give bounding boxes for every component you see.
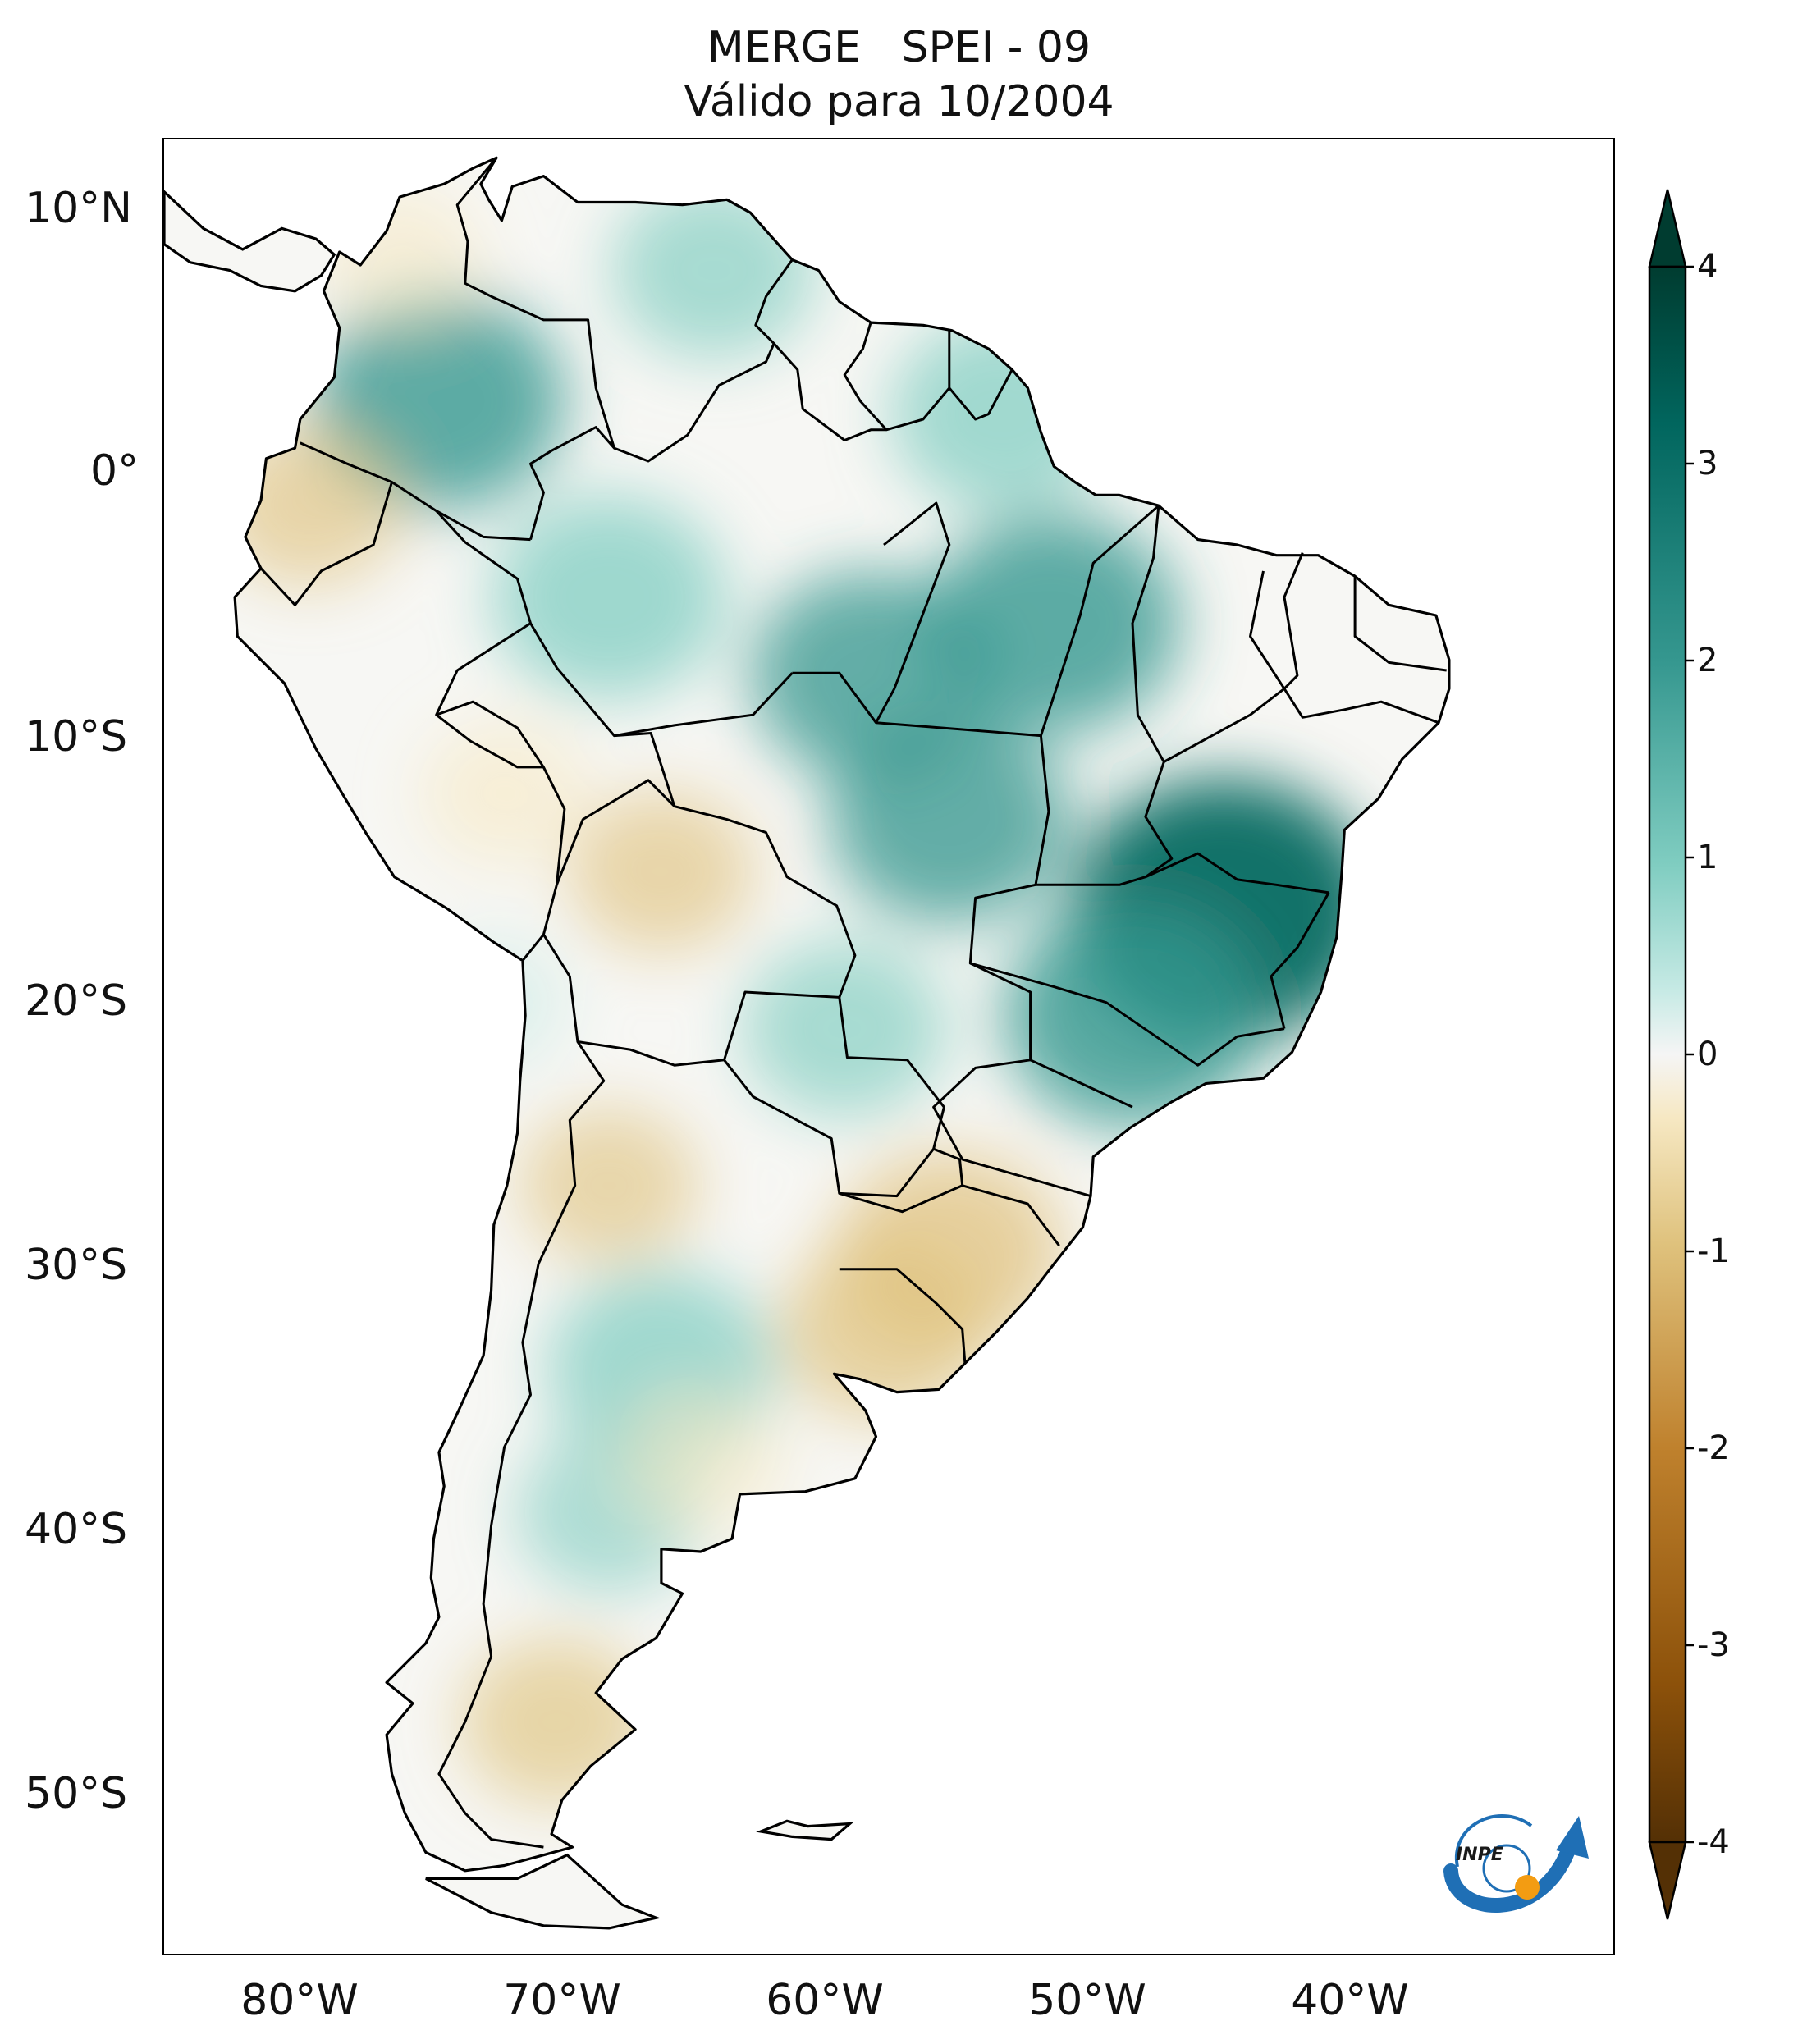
border-line — [1145, 852, 1329, 894]
lon-label-40w: 40°W — [1291, 1976, 1409, 2025]
border-line — [1039, 505, 1160, 737]
anomaly-blob — [890, 318, 1113, 511]
border-line — [1283, 688, 1439, 725]
map-plot-area — [162, 138, 1615, 1955]
border-line — [614, 672, 794, 738]
colorbar — [1648, 189, 1694, 1920]
border-line — [1270, 892, 1330, 1029]
lon-label-60w: 60°W — [766, 1976, 884, 2025]
anomaly-blob — [519, 1107, 699, 1264]
border-line — [437, 934, 606, 1849]
lat-label-50s: 50°S — [25, 1769, 128, 1818]
coastline — [233, 156, 1451, 1873]
border-line — [843, 322, 951, 432]
lon-label-70w: 70°W — [503, 1976, 621, 2025]
colorbar-tick-label: -2 — [1697, 1429, 1730, 1467]
border-line — [969, 962, 1285, 1067]
tierra-del-fuego — [425, 1853, 661, 1930]
border-line — [1036, 505, 1174, 886]
border-line — [839, 1147, 964, 1214]
border-line — [259, 482, 393, 606]
border-line — [948, 368, 1013, 421]
lat-label-10s: 10°S — [25, 712, 128, 761]
colorbar-extend-max — [1648, 189, 1687, 268]
border-line — [1353, 576, 1447, 672]
lat-label-0: 0° — [90, 446, 140, 496]
anomaly-blob — [829, 715, 1070, 924]
colorbar-tick-label: -4 — [1697, 1823, 1730, 1861]
anomaly-blob — [779, 1237, 989, 1421]
colorbar-tick-label: -3 — [1697, 1626, 1730, 1664]
colorbar-tick-label: 4 — [1697, 248, 1718, 286]
anomaly-blob — [416, 937, 566, 1068]
central-america — [164, 190, 336, 293]
south-america-map — [164, 156, 1451, 1930]
anomaly-blob — [318, 186, 481, 328]
colorbar-tick-label: 0 — [1697, 1036, 1718, 1073]
border-line — [875, 501, 951, 724]
map-subtitle: Válido para 10/2004 — [684, 77, 1114, 126]
country-state-borders — [259, 157, 1447, 1849]
colorbar-tick-label: -1 — [1697, 1232, 1730, 1270]
border-line — [436, 700, 545, 768]
lat-label-40s: 40°S — [25, 1505, 128, 1554]
falkland-islands — [756, 1819, 854, 1841]
lon-label-80w: 80°W — [240, 1976, 359, 2025]
colorbar-tick-label: 2 — [1697, 642, 1718, 679]
inpe-logo: INPE — [1443, 1814, 1589, 1914]
border-line — [772, 342, 887, 441]
inpe-logo-text: INPE — [1456, 1845, 1503, 1865]
border-line — [839, 1268, 967, 1364]
border-line — [962, 1184, 1060, 1247]
colorbar-extend-min — [1648, 1841, 1687, 1920]
anomaly-blob — [927, 514, 1180, 734]
lat-label-20s: 20°S — [25, 976, 128, 1026]
border-line — [932, 1059, 1091, 1198]
border-line — [613, 258, 794, 463]
lat-label-10n: 10°N — [25, 184, 133, 233]
border-line — [1283, 552, 1304, 690]
map-title: MERGE SPEI - 09 — [707, 23, 1091, 72]
lat-label-30s: 30°S — [25, 1241, 128, 1290]
anomaly-blob — [616, 1387, 785, 1534]
anomaly-blob — [568, 790, 755, 953]
anomaly-blob — [492, 495, 726, 699]
anomaly-blob — [235, 424, 401, 587]
border-line — [455, 157, 615, 541]
anomaly-blob — [1003, 903, 1262, 1128]
border-line — [300, 441, 531, 542]
border-line — [435, 510, 566, 962]
border-line — [556, 779, 857, 1061]
anomaly-blob — [420, 720, 588, 867]
colorbar-tick-label: 3 — [1697, 445, 1718, 482]
lon-label-50w: 50°W — [1028, 1976, 1146, 2025]
colorbar-tick-label: 1 — [1697, 839, 1718, 876]
colorbar-body — [1648, 265, 1687, 1844]
